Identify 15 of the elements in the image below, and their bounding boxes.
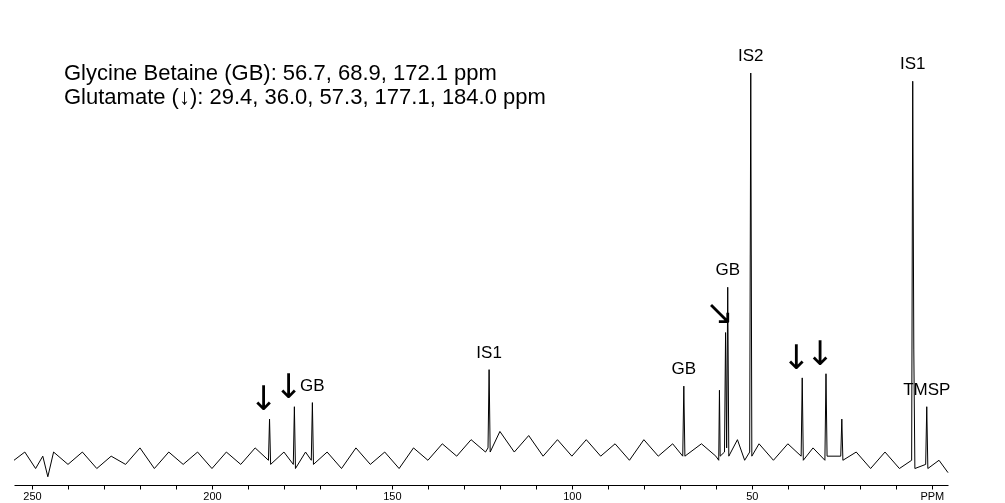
x-tick-label: 250 xyxy=(23,489,42,502)
annotation: IS1 xyxy=(899,54,926,74)
chart-title: Glycine Betaine (GB): 56.7, 68.9, 172.1 ppm xyxy=(64,60,497,85)
annotation: GB xyxy=(300,375,325,395)
x-tick-label: 200 xyxy=(203,489,222,502)
annotation: GB xyxy=(671,359,697,379)
x-tick-label: 50 xyxy=(746,489,759,502)
x-tick-label: 150 xyxy=(383,489,402,502)
x-tick-label: 100 xyxy=(563,489,582,502)
x-tick-label: PPM xyxy=(920,489,945,502)
text: Glutamate (↓): 29.4, 36.0, 57.3, 177.1, 184.0 ppm xyxy=(64,84,546,109)
annotation: ↓ xyxy=(249,378,278,419)
annotation: IS1 xyxy=(476,342,502,362)
annotation: IS2 xyxy=(738,46,764,65)
annotation: GB xyxy=(715,260,741,280)
